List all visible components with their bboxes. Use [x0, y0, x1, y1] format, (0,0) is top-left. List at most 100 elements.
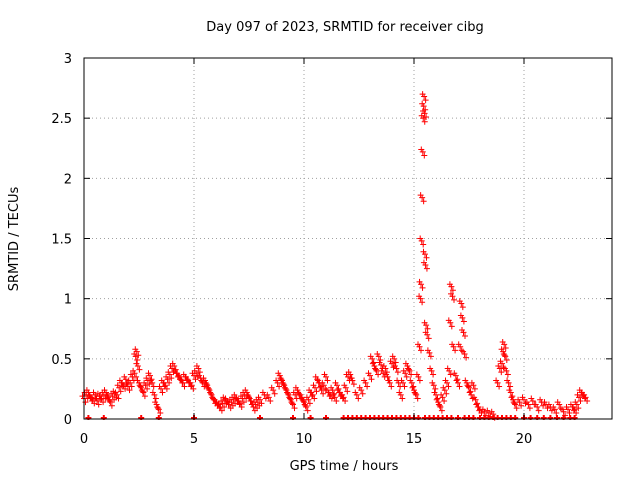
- data-point: [259, 389, 266, 396]
- data-point: [172, 366, 179, 373]
- data-point: [83, 387, 90, 394]
- data-point: [317, 383, 324, 390]
- data-point: [465, 383, 472, 390]
- data-point: [513, 405, 520, 412]
- data-point: [152, 395, 159, 402]
- data-point: [86, 393, 93, 400]
- data-point: [449, 341, 456, 348]
- data-point: [145, 370, 152, 377]
- data-point: [267, 397, 274, 404]
- data-point: [408, 371, 415, 378]
- data-points: [79, 91, 591, 421]
- data-point: [119, 379, 126, 386]
- data-point: [302, 402, 309, 409]
- data-point: [459, 304, 466, 311]
- data-point: [416, 293, 423, 300]
- data-point: [169, 360, 176, 367]
- data-point: [479, 406, 486, 413]
- data-point: [320, 390, 327, 397]
- data-point: [499, 338, 506, 345]
- data-point: [342, 397, 349, 404]
- data-point: [308, 389, 315, 396]
- data-point: [563, 403, 570, 410]
- data-point: [433, 396, 440, 403]
- data-point: [448, 323, 455, 330]
- data-point: [147, 377, 154, 384]
- data-point: [374, 351, 381, 358]
- data-point: [282, 385, 289, 392]
- data-point: [460, 348, 467, 355]
- data-point: [425, 335, 432, 342]
- data-point: [134, 357, 141, 364]
- data-point: [468, 379, 475, 386]
- data-point: [101, 387, 108, 394]
- data-point: [581, 391, 588, 398]
- data-point: [237, 393, 244, 400]
- data-point: [310, 382, 317, 389]
- data-point: [132, 346, 139, 353]
- data-point: [431, 389, 438, 396]
- data-point: [409, 384, 416, 391]
- data-point: [528, 395, 535, 402]
- data-point: [314, 377, 321, 384]
- data-point: [420, 259, 427, 266]
- data-point: [301, 401, 308, 408]
- data-point: [105, 396, 112, 403]
- data-point: [420, 248, 427, 255]
- x-tick-label: 5: [190, 432, 198, 447]
- data-point: [575, 405, 582, 412]
- data-point: [478, 409, 485, 416]
- data-point: [566, 409, 573, 416]
- data-point: [430, 371, 437, 378]
- data-point: [95, 401, 102, 408]
- data-point: [501, 352, 508, 359]
- data-point: [391, 363, 398, 370]
- data-point: [306, 400, 313, 407]
- data-point: [210, 395, 217, 402]
- data-point: [365, 370, 372, 377]
- data-point: [399, 395, 406, 402]
- data-point: [532, 401, 539, 408]
- data-point: [402, 360, 409, 367]
- data-point: [507, 383, 514, 390]
- data-point: [387, 358, 394, 365]
- data-point: [389, 353, 396, 360]
- data-point: [160, 379, 167, 386]
- data-point: [503, 357, 510, 364]
- data-point: [205, 385, 212, 392]
- data-point: [392, 359, 399, 366]
- data-point: [367, 353, 374, 360]
- data-point: [355, 395, 362, 402]
- data-point: [141, 393, 148, 400]
- data-point: [403, 373, 410, 380]
- data-point: [388, 383, 395, 390]
- data-point: [218, 407, 225, 414]
- data-point: [123, 381, 130, 388]
- data-point: [572, 399, 579, 406]
- data-point: [150, 383, 157, 390]
- data-point: [423, 254, 430, 261]
- data-point: [500, 364, 507, 371]
- data-point: [133, 360, 140, 367]
- data-point: [286, 394, 293, 401]
- axis-ticks: 0 5 10 15 20 0 0.5 1 1.5 2 2.5 3: [51, 52, 612, 447]
- data-point: [141, 379, 148, 386]
- data-point: [452, 347, 459, 354]
- data-point: [174, 370, 181, 377]
- data-point: [331, 390, 338, 397]
- data-point: [554, 399, 561, 406]
- data-point: [419, 100, 426, 107]
- data-point: [221, 403, 228, 410]
- data-point: [446, 281, 453, 288]
- data-point: [364, 383, 371, 390]
- data-point: [159, 389, 166, 396]
- data-point: [574, 391, 581, 398]
- data-point: [345, 369, 352, 376]
- data-point: [445, 383, 452, 390]
- chart-title: Day 097 of 2023, SRMTID for receiver cib…: [206, 20, 483, 35]
- data-point: [202, 379, 209, 386]
- data-point: [471, 394, 478, 401]
- data-point: [207, 389, 214, 396]
- data-point: [262, 395, 269, 402]
- data-point: [385, 377, 392, 384]
